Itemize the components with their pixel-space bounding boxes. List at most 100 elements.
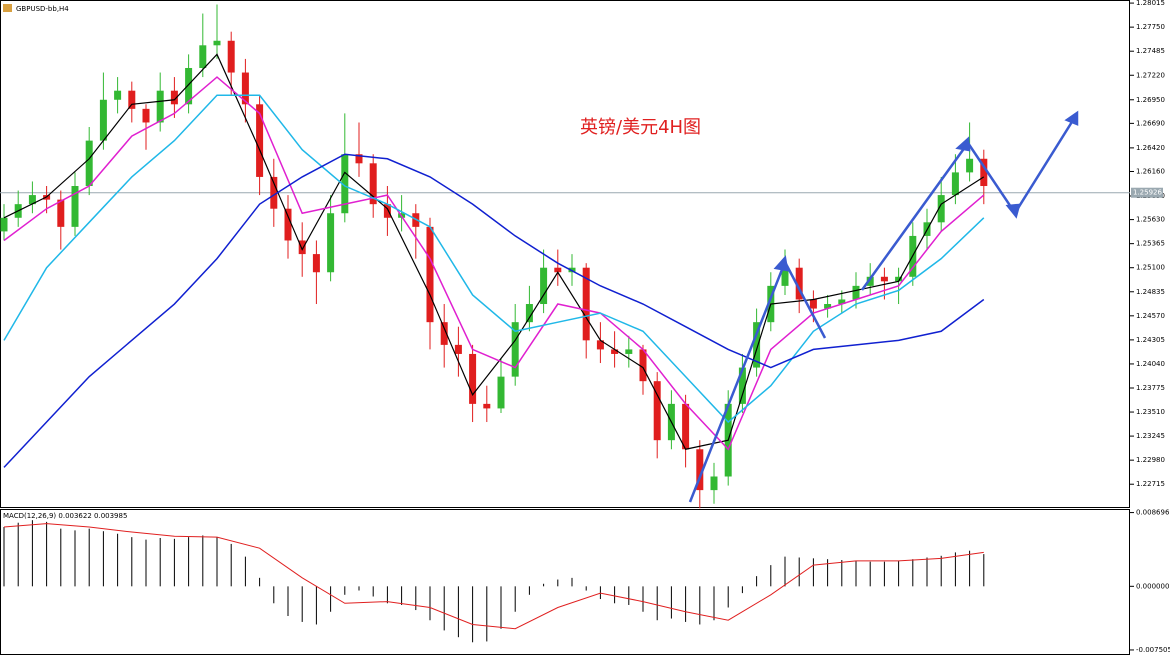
candle-body	[57, 199, 65, 227]
candle-body	[454, 344, 462, 354]
y-tick-label: 0.008696	[1136, 509, 1170, 517]
candle-body	[85, 140, 93, 187]
candle-body	[966, 158, 974, 173]
candle-body	[866, 276, 874, 286]
candle-body	[142, 108, 150, 123]
arrow-head	[1064, 110, 1079, 126]
candle-body	[809, 299, 817, 309]
candle-body	[128, 90, 136, 109]
candle-body	[284, 208, 292, 241]
current-price-label: 1.25926	[1133, 189, 1162, 197]
y-tick-label: 1.25365	[1136, 240, 1165, 248]
candle-body	[469, 353, 477, 404]
trend-line	[860, 116, 1077, 291]
candle-body	[710, 476, 718, 491]
y-tick-label: 1.22715	[1136, 480, 1165, 488]
candle-body	[511, 322, 519, 377]
candle-body	[114, 90, 122, 100]
moving-average	[3, 94, 985, 424]
y-tick-label: -0.007505	[1136, 646, 1170, 654]
candle-body	[199, 45, 207, 68]
y-tick-label: 1.22980	[1136, 456, 1165, 464]
candle-body	[185, 67, 193, 105]
y-tick-label: 1.24570	[1136, 312, 1165, 320]
candle-body	[980, 158, 988, 187]
candle-body	[256, 104, 264, 177]
candle-body	[355, 154, 363, 164]
candle-body	[99, 99, 107, 141]
moving-average	[3, 76, 985, 451]
arrow-head	[1005, 203, 1021, 219]
candle-body	[483, 403, 491, 409]
y-tick-label: 1.23510	[1136, 408, 1165, 416]
candle-body	[327, 213, 335, 273]
symbol-icon	[3, 4, 12, 12]
candle-body	[824, 304, 832, 309]
candle-body	[298, 240, 306, 255]
y-tick-label: 1.24835	[1136, 288, 1165, 296]
candle-body	[426, 226, 434, 323]
arrow-head	[773, 255, 789, 272]
symbol-label: GBPUSD-bb,H4	[16, 5, 69, 13]
candle-body	[28, 195, 36, 205]
moving-average	[3, 53, 985, 450]
candle-body	[540, 267, 548, 305]
y-tick-label: 1.23245	[1136, 432, 1165, 440]
candle-body	[611, 349, 619, 354]
candle-body	[497, 376, 505, 409]
y-tick-label: 1.25100	[1136, 264, 1165, 272]
candle-body	[525, 304, 533, 323]
candle-body	[738, 367, 746, 404]
candle-body	[937, 195, 945, 223]
trend-drawings	[688, 110, 1079, 503]
candle-body	[880, 276, 888, 282]
candle-body	[838, 299, 846, 305]
candle-body	[682, 403, 690, 450]
macd-title: MACD(12,26,9) 0.003622 0.003985	[3, 512, 127, 520]
y-tick-label: 1.27220	[1136, 71, 1165, 79]
candle-body	[696, 449, 704, 491]
y-tick-label: 0.000000	[1136, 582, 1169, 590]
candle-body	[440, 322, 448, 345]
y-tick-label: 1.26690	[1136, 119, 1165, 127]
candle-body	[554, 267, 562, 273]
y-tick-label: 1.27750	[1136, 23, 1165, 31]
y-tick-label: 1.26160	[1136, 167, 1165, 175]
y-tick-label: 1.25630	[1136, 216, 1165, 224]
annotation: 英镑/美元4H图	[580, 117, 701, 138]
y-tick-label: 1.24305	[1136, 336, 1165, 344]
arrow-head	[955, 136, 971, 152]
y-tick-label: 1.26420	[1136, 144, 1165, 152]
candle-body	[781, 267, 789, 286]
candle-body	[0, 217, 8, 232]
y-tick-label: 1.26950	[1136, 96, 1165, 104]
candle-body	[312, 254, 320, 273]
candle-body	[852, 285, 860, 300]
candle-body	[639, 349, 647, 382]
candle-body	[213, 40, 221, 46]
candle-body	[241, 72, 249, 105]
macd-panel	[0, 509, 1130, 655]
candle-body	[227, 40, 235, 73]
y-tick-label: 1.27485	[1136, 47, 1165, 55]
y-tick-label: 1.23775	[1136, 384, 1165, 392]
moving-average	[3, 153, 985, 468]
candle-body	[795, 267, 803, 300]
candle-body	[341, 154, 349, 214]
price-panel	[0, 0, 1130, 508]
candle-body	[170, 90, 178, 105]
candle-body	[156, 90, 164, 123]
y-tick-label: 1.24040	[1136, 360, 1165, 368]
candle-body	[71, 186, 79, 227]
candle-body	[270, 176, 278, 209]
current-price-box	[1131, 187, 1163, 198]
candle-body	[753, 322, 761, 368]
macd-signal	[3, 523, 984, 630]
candle-body	[895, 276, 903, 282]
candle-body	[951, 172, 959, 196]
candle-body	[582, 267, 590, 341]
candle-body	[653, 381, 661, 441]
candle-body	[383, 204, 391, 218]
